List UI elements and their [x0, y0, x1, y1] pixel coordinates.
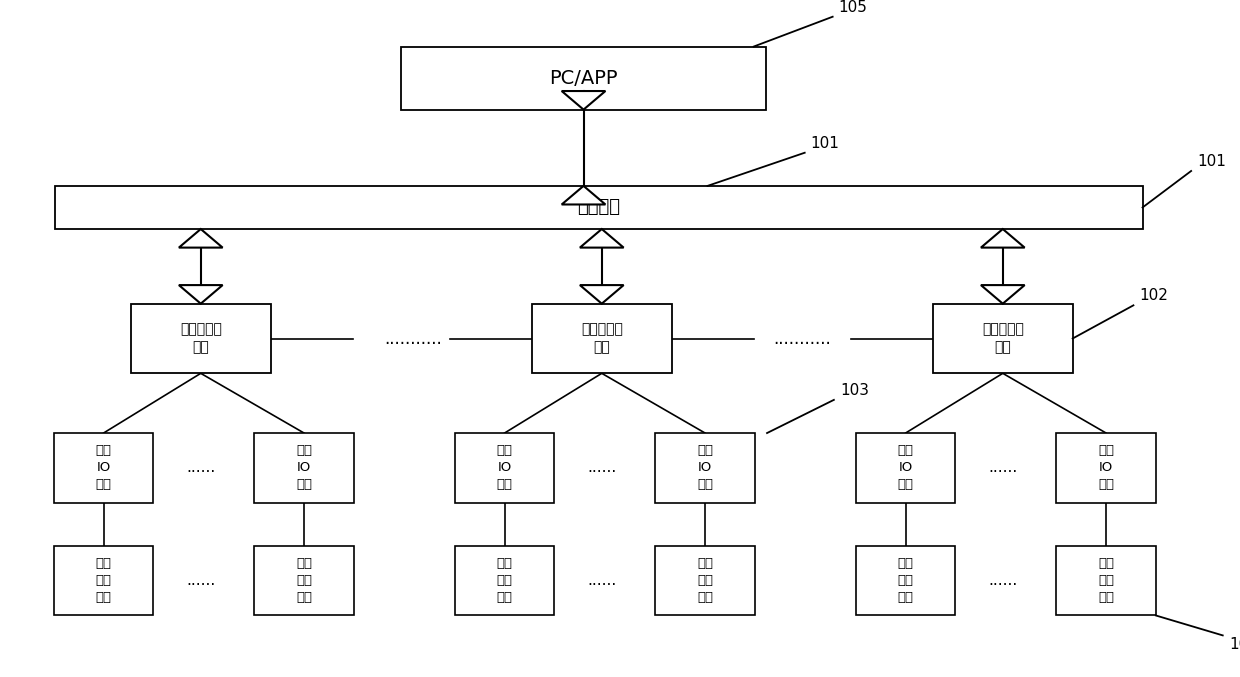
Text: 104: 104: [1229, 637, 1240, 652]
Polygon shape: [981, 229, 1024, 248]
Text: 数字
IO
盒子: 数字 IO 盒子: [898, 444, 914, 492]
Text: ......: ......: [988, 460, 1017, 475]
Polygon shape: [179, 285, 223, 304]
Text: 101: 101: [811, 136, 839, 151]
Text: 数字
IO
盒子: 数字 IO 盒子: [697, 444, 713, 492]
Bar: [856, 546, 955, 615]
Text: 103: 103: [839, 383, 869, 398]
Text: ......: ......: [186, 460, 216, 475]
Bar: [856, 433, 955, 503]
Text: 空调
控制
面板: 空调 控制 面板: [296, 557, 312, 604]
Bar: [932, 304, 1073, 373]
Polygon shape: [580, 229, 624, 248]
Bar: [55, 186, 1142, 229]
Bar: [655, 433, 755, 503]
Text: 灯联网通讯
基站: 灯联网通讯 基站: [180, 322, 222, 355]
Text: ......: ......: [588, 460, 616, 475]
Text: 灯联网通讯
基站: 灯联网通讯 基站: [580, 322, 622, 355]
Text: 105: 105: [838, 0, 868, 15]
Text: 数字
IO
盒子: 数字 IO 盒子: [95, 444, 112, 492]
Text: 101: 101: [1198, 154, 1226, 169]
Bar: [1056, 433, 1156, 503]
Bar: [254, 546, 353, 615]
Polygon shape: [179, 229, 223, 248]
Polygon shape: [981, 285, 1024, 304]
Bar: [131, 304, 270, 373]
Text: 灯联网通讯
基站: 灯联网通讯 基站: [982, 322, 1024, 355]
Bar: [254, 433, 353, 503]
Text: 数字
IO
盒子: 数字 IO 盒子: [1099, 444, 1114, 492]
Text: 数字
IO
盒子: 数字 IO 盒子: [296, 444, 312, 492]
Bar: [53, 433, 154, 503]
Text: ...........: ...........: [774, 330, 831, 347]
Bar: [455, 546, 554, 615]
Bar: [53, 546, 154, 615]
Text: 空调
控制
面板: 空调 控制 面板: [95, 557, 112, 604]
Text: PC/APP: PC/APP: [549, 68, 618, 87]
Bar: [402, 47, 766, 110]
Text: 数字
IO
盒子: 数字 IO 盒子: [496, 444, 512, 492]
Bar: [1056, 546, 1156, 615]
Text: 云服务器: 云服务器: [578, 198, 620, 217]
Bar: [655, 546, 755, 615]
Text: 空调
控制
面板: 空调 控制 面板: [898, 557, 914, 604]
Text: ...........: ...........: [384, 330, 443, 347]
Polygon shape: [562, 91, 605, 110]
Bar: [532, 304, 672, 373]
Polygon shape: [562, 186, 605, 204]
Text: ......: ......: [186, 573, 216, 588]
Text: 102: 102: [1140, 288, 1168, 303]
Text: 空调
控制
面板: 空调 控制 面板: [697, 557, 713, 604]
Polygon shape: [580, 285, 624, 304]
Text: 空调
控制
面板: 空调 控制 面板: [496, 557, 512, 604]
Text: ......: ......: [988, 573, 1017, 588]
Text: 空调
控制
面板: 空调 控制 面板: [1099, 557, 1114, 604]
Text: ......: ......: [588, 573, 616, 588]
Bar: [455, 433, 554, 503]
